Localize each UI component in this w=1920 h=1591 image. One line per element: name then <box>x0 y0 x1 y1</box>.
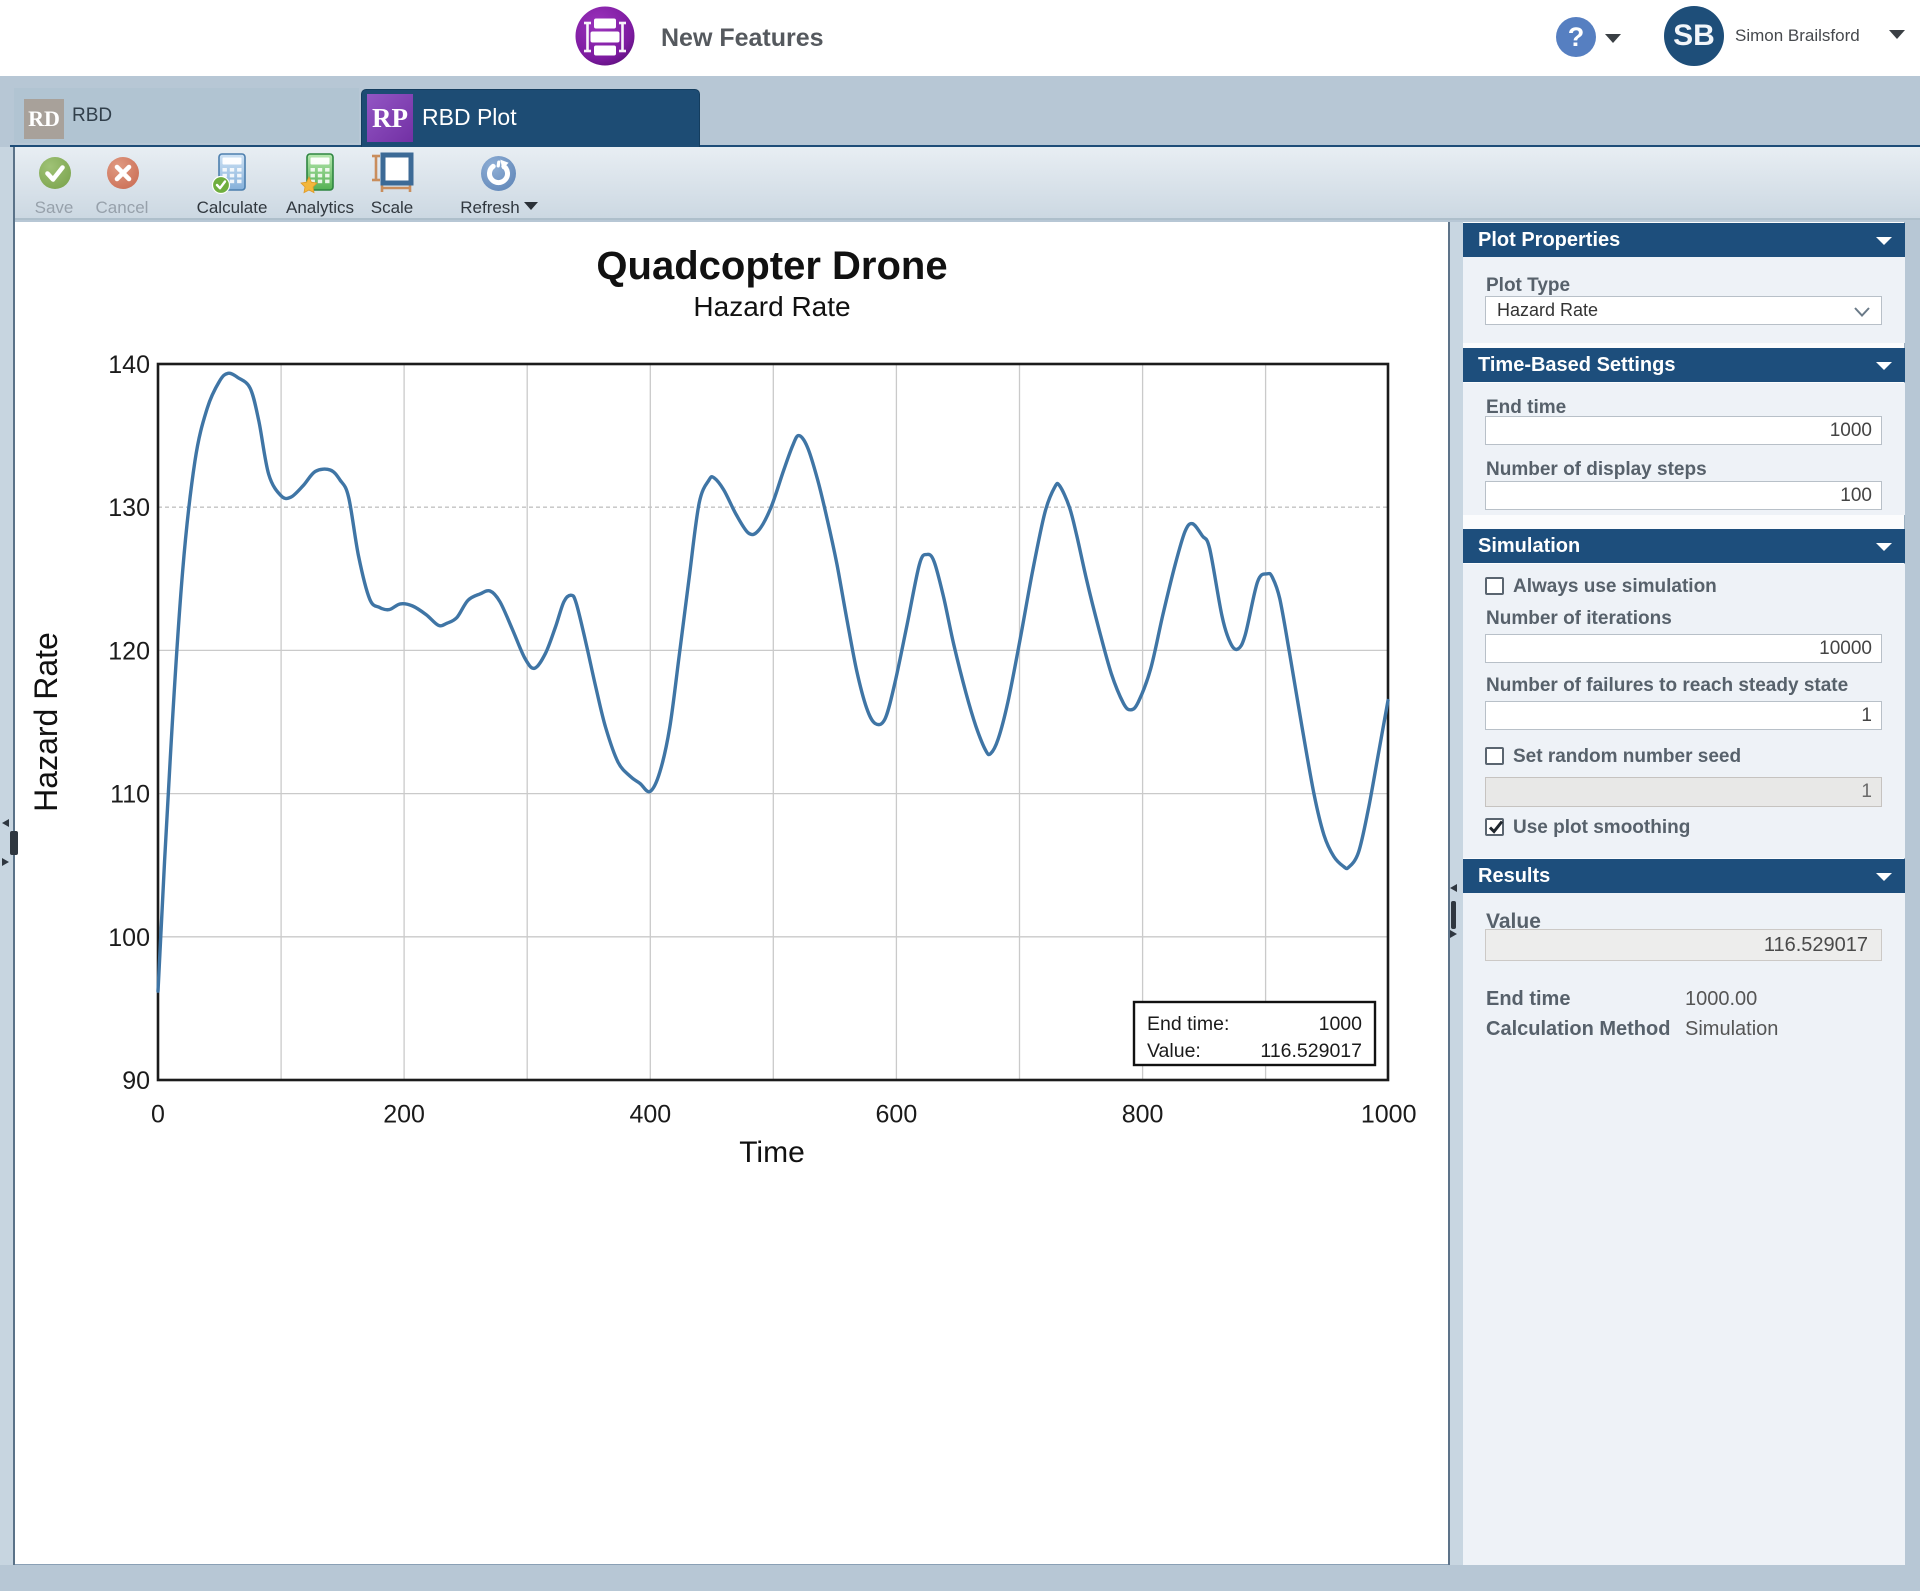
svg-text:120: 120 <box>108 637 150 665</box>
svg-text:0: 0 <box>151 1101 165 1129</box>
svg-text:130: 130 <box>108 494 150 522</box>
svg-text:Value:: Value: <box>1147 1040 1201 1062</box>
svg-text:800: 800 <box>1122 1101 1164 1129</box>
svg-text:1000: 1000 <box>1361 1101 1417 1129</box>
svg-text:Time: Time <box>739 1136 805 1169</box>
svg-text:100: 100 <box>108 924 150 952</box>
svg-text:Hazard Rate: Hazard Rate <box>28 632 64 812</box>
svg-text:116.529017: 116.529017 <box>1260 1040 1362 1062</box>
svg-text:90: 90 <box>122 1067 150 1095</box>
svg-text:1000: 1000 <box>1319 1013 1363 1035</box>
svg-text:140: 140 <box>108 351 150 379</box>
svg-text:600: 600 <box>876 1101 918 1129</box>
svg-text:Quadcopter Drone: Quadcopter Drone <box>596 244 947 288</box>
svg-text:110: 110 <box>110 781 150 809</box>
svg-text:200: 200 <box>383 1101 425 1129</box>
svg-text:Hazard Rate: Hazard Rate <box>693 291 850 322</box>
svg-text:400: 400 <box>629 1101 671 1129</box>
svg-text:End time:: End time: <box>1147 1013 1229 1035</box>
